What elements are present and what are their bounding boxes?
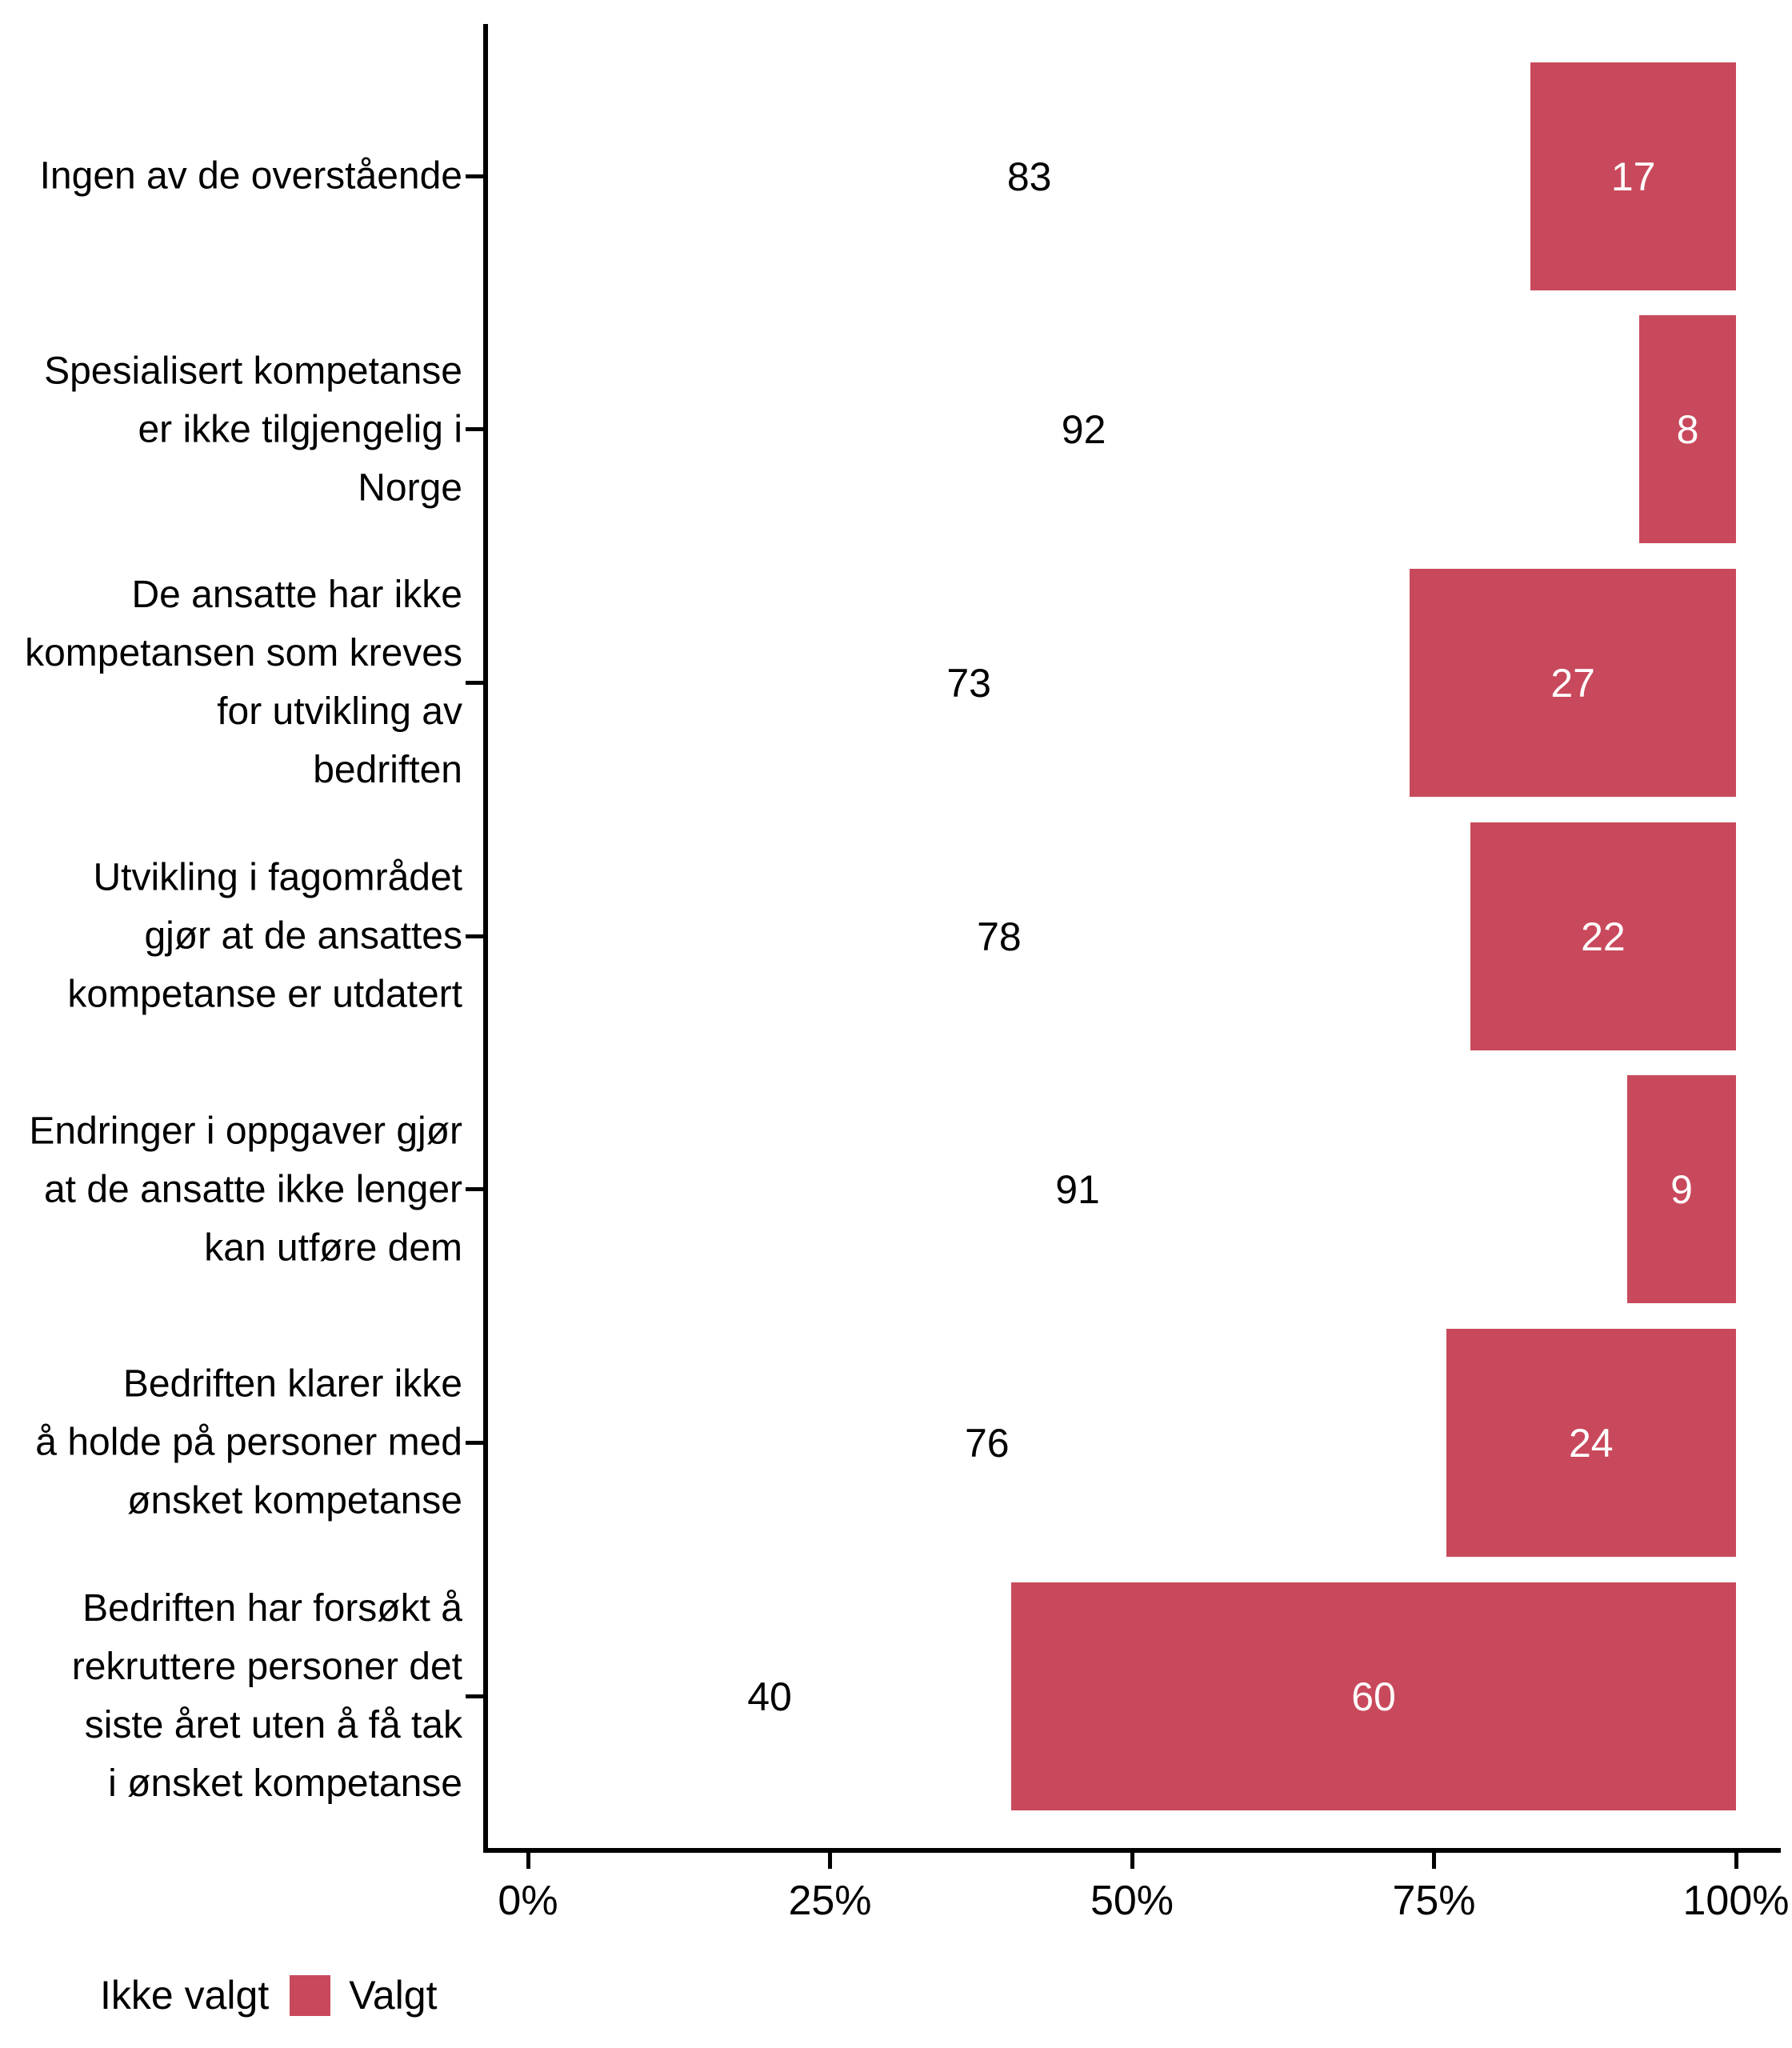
value-label-valgt: 60 [1351, 1674, 1396, 1719]
y-axis-tick [466, 1187, 483, 1192]
bar-segment-valgt: 22 [1470, 822, 1736, 1050]
bar-segment-ikke-valgt: 83 [528, 62, 1530, 290]
legend-label-ikke-valgt: Ikke valgt [100, 1973, 270, 2018]
value-label-valgt: 24 [1568, 1420, 1614, 1466]
bar-segment-ikke-valgt: 91 [528, 1075, 1627, 1303]
y-axis-tick [466, 680, 483, 685]
bar-segment-valgt: 24 [1446, 1329, 1736, 1557]
y-axis-tick [466, 934, 483, 938]
category-label: Bedriften har forsøkt å rekruttere perso… [71, 1587, 462, 1805]
bar-segment-ikke-valgt: 92 [528, 315, 1639, 543]
value-label-valgt: 27 [1550, 660, 1595, 706]
y-axis-tick [466, 1440, 483, 1445]
x-axis-tick-label: 75% [1392, 1878, 1476, 1924]
x-axis-tick-label: 100% [1682, 1878, 1790, 1924]
legend-label-valgt: Valgt [349, 1973, 438, 2018]
category-label: Spesialisert kompetanse er ikke tilgjeng… [44, 350, 462, 510]
value-label-ikke-valgt: 73 [946, 660, 991, 706]
value-label-valgt: 9 [1670, 1166, 1693, 1212]
legend-swatch-ikke-valgt [46, 1974, 87, 2016]
value-label-ikke-valgt: 91 [1055, 1166, 1100, 1212]
x-axis-tick-label: 25% [788, 1878, 872, 1924]
x-axis-tick [1432, 1848, 1436, 1869]
value-label-valgt: 22 [1581, 914, 1626, 959]
value-label-ikke-valgt: 40 [747, 1674, 792, 1719]
legend: Ikke valgt Valgt [46, 1973, 437, 2018]
y-axis-tick [466, 174, 483, 178]
category-label: Endringer i oppgaver gjør at de ansatte … [29, 1110, 462, 1270]
bar-segment-valgt: 60 [1011, 1582, 1736, 1810]
value-label-valgt: 17 [1610, 154, 1656, 199]
value-label-ikke-valgt: 76 [964, 1420, 1010, 1466]
value-label-valgt: 8 [1676, 406, 1699, 452]
bar-segment-valgt: 27 [1410, 569, 1736, 797]
bar-segment-valgt: 9 [1627, 1075, 1736, 1303]
category-label: Bedriften klarer ikke å holde på persone… [35, 1362, 462, 1522]
x-axis-tick [828, 1848, 832, 1869]
x-axis-tick-label: 0% [498, 1878, 558, 1924]
category-label: De ansatte har ikke kompetansen som krev… [25, 574, 462, 792]
value-label-ikke-valgt: 92 [1061, 406, 1106, 452]
x-axis-tick [1130, 1848, 1134, 1869]
value-label-ikke-valgt: 78 [977, 914, 1022, 959]
plot-panel: 83 17 92 8 73 27 78 22 91 9 76 24 40 60 [483, 24, 1781, 1853]
bar-segment-ikke-valgt: 40 [528, 1582, 1011, 1810]
value-label-ikke-valgt: 83 [1006, 154, 1052, 199]
legend-swatch-valgt [290, 1974, 331, 2016]
category-label: Utvikling i fagområdet gjør at de ansatt… [67, 856, 462, 1016]
y-axis-tick [466, 1694, 483, 1698]
bar-segment-valgt: 17 [1530, 62, 1736, 290]
bar-segment-valgt: 8 [1639, 315, 1736, 543]
category-label: Ingen av de overstående [39, 154, 462, 198]
x-axis-tick [1734, 1848, 1738, 1869]
x-axis-tick [526, 1848, 530, 1869]
bar-segment-ikke-valgt: 76 [528, 1329, 1446, 1557]
y-axis-tick [466, 427, 483, 432]
x-axis-tick-label: 50% [1090, 1878, 1174, 1924]
bar-segment-ikke-valgt: 73 [528, 569, 1410, 797]
bar-segment-ikke-valgt: 78 [528, 822, 1470, 1050]
